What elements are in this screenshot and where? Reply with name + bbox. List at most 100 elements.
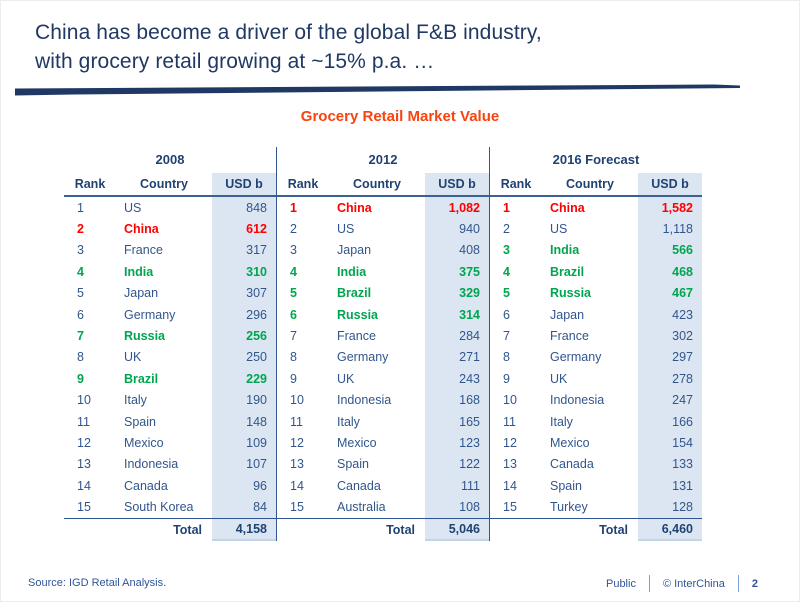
table-year-header: 2016 Forecast [552, 152, 640, 167]
table-row: 15 Australia 108 [277, 496, 489, 518]
table-row: 7 France 284 [277, 325, 489, 347]
value-cell: 122 [425, 453, 489, 476]
table-row: 13 Spain 122 [277, 453, 489, 476]
table-column-headers: Rank Country USD b [277, 173, 489, 197]
rank-column-header: Rank [500, 177, 532, 191]
table-row: 12 Mexico 154 [490, 432, 702, 454]
source-note: Source: IGD Retail Analysis. [28, 577, 167, 589]
usdb-column-header: USD b [638, 173, 702, 195]
rank-cell: 8 [503, 350, 510, 365]
value-cell: 154 [638, 432, 702, 454]
rank-cell: 13 [503, 457, 517, 472]
country-cell: France [124, 243, 163, 258]
table-row: 9 Brazil 229 [64, 368, 276, 390]
rank-cell: 9 [77, 371, 84, 386]
table-row: 10 Italy 190 [64, 389, 276, 411]
rank-cell: 13 [290, 457, 304, 472]
value-cell: 166 [638, 410, 702, 433]
value-cell: 256 [212, 325, 276, 347]
country-cell: India [124, 264, 154, 279]
value-cell: 302 [638, 325, 702, 347]
value-cell: 284 [425, 325, 489, 347]
country-cell: Mexico [124, 435, 164, 450]
slide-title: China has become a driver of the global … [35, 18, 735, 76]
total-value: 4,158 [212, 518, 276, 541]
value-cell: 297 [638, 346, 702, 369]
slide-title-line-2: with grocery retail growing at ~15% p.a.… [35, 50, 435, 73]
country-cell: US [337, 222, 355, 237]
rank-cell: 10 [503, 393, 517, 408]
rank-cell: 4 [77, 264, 84, 279]
title-divider-swoosh [15, 84, 740, 96]
rank-cell: 12 [503, 435, 517, 450]
table-2016-forecast: 2016 Forecast Rank Country USD b 1 China 1,582… [489, 147, 702, 541]
value-cell: 96 [212, 475, 276, 497]
country-cell: Canada [550, 457, 594, 472]
rank-cell: 7 [77, 329, 84, 344]
rank-cell: 10 [77, 393, 91, 408]
rank-cell: 11 [503, 414, 516, 429]
country-cell: UK [124, 350, 142, 365]
value-cell: 317 [212, 239, 276, 262]
rank-cell: 5 [77, 286, 84, 301]
value-cell: 278 [638, 368, 702, 390]
footer-divider [737, 575, 739, 592]
rank-cell: 6 [77, 307, 84, 322]
table-column-headers: Rank Country USD b [64, 173, 276, 197]
total-row: Total 5,046 [277, 517, 489, 541]
rank-cell: 7 [290, 329, 297, 344]
value-cell: 243 [425, 368, 489, 390]
country-cell: Japan [337, 243, 372, 258]
country-cell: Indonesia [337, 393, 392, 408]
table-row: 3 Japan 408 [277, 239, 489, 262]
value-cell: 165 [425, 410, 489, 433]
rank-column-header: Rank [74, 177, 106, 191]
value-cell: 375 [425, 261, 489, 283]
rank-cell: 12 [77, 435, 91, 450]
classification-label: Public [605, 577, 636, 590]
table-row: 12 Mexico 109 [64, 432, 276, 454]
value-cell: 467 [638, 282, 702, 304]
country-cell: China [550, 200, 585, 215]
table-row: 1 China 1,082 [277, 197, 489, 219]
rank-cell: 15 [290, 500, 304, 515]
rank-cell: 4 [503, 264, 510, 279]
rank-cell: 10 [290, 393, 304, 408]
value-cell: 940 [425, 218, 489, 240]
value-cell: 566 [638, 239, 702, 262]
rank-cell: 5 [503, 286, 510, 301]
table-column-headers: Rank Country USD b [490, 173, 702, 197]
country-cell: France [337, 329, 376, 344]
value-cell: 314 [425, 303, 489, 326]
table-2008: 2008 Rank Country USD b 1 US 848 2 China 612 3 Fran… [64, 147, 276, 541]
copyright-label: © InterChina [662, 577, 725, 590]
total-label: Total [386, 522, 415, 537]
table-row: 7 Russia 256 [64, 325, 276, 347]
value-cell: 133 [638, 453, 702, 476]
rank-cell: 6 [290, 307, 297, 322]
table-row: 4 India 375 [277, 261, 489, 283]
rank-cell: 8 [290, 350, 297, 365]
table-row: 5 Brazil 329 [277, 282, 489, 304]
country-column-header: Country [140, 177, 188, 191]
table-row: 5 Japan 307 [64, 282, 276, 304]
total-row: Total 6,460 [490, 517, 702, 541]
rank-cell: 14 [77, 478, 91, 493]
table-row: 12 Mexico 123 [277, 432, 489, 454]
rank-cell: 13 [77, 457, 91, 472]
value-cell: 468 [638, 261, 702, 283]
table-year-header: 2012 [368, 152, 398, 167]
table-row: 2 US 940 [277, 218, 489, 240]
table-row: 1 US 848 [64, 197, 276, 219]
rank-cell: 14 [503, 478, 517, 493]
rank-cell: 7 [503, 329, 510, 344]
table-row: 14 Canada 96 [64, 475, 276, 497]
table-row: 14 Spain 131 [490, 475, 702, 497]
value-cell: 1,082 [425, 197, 489, 219]
rank-cell: 1 [290, 200, 297, 215]
country-cell: Turkey [550, 500, 588, 515]
table-row: 13 Indonesia 107 [64, 453, 276, 476]
table-row: 8 Germany 297 [490, 346, 702, 369]
rank-cell: 11 [77, 414, 90, 429]
country-cell: Russia [550, 286, 591, 301]
